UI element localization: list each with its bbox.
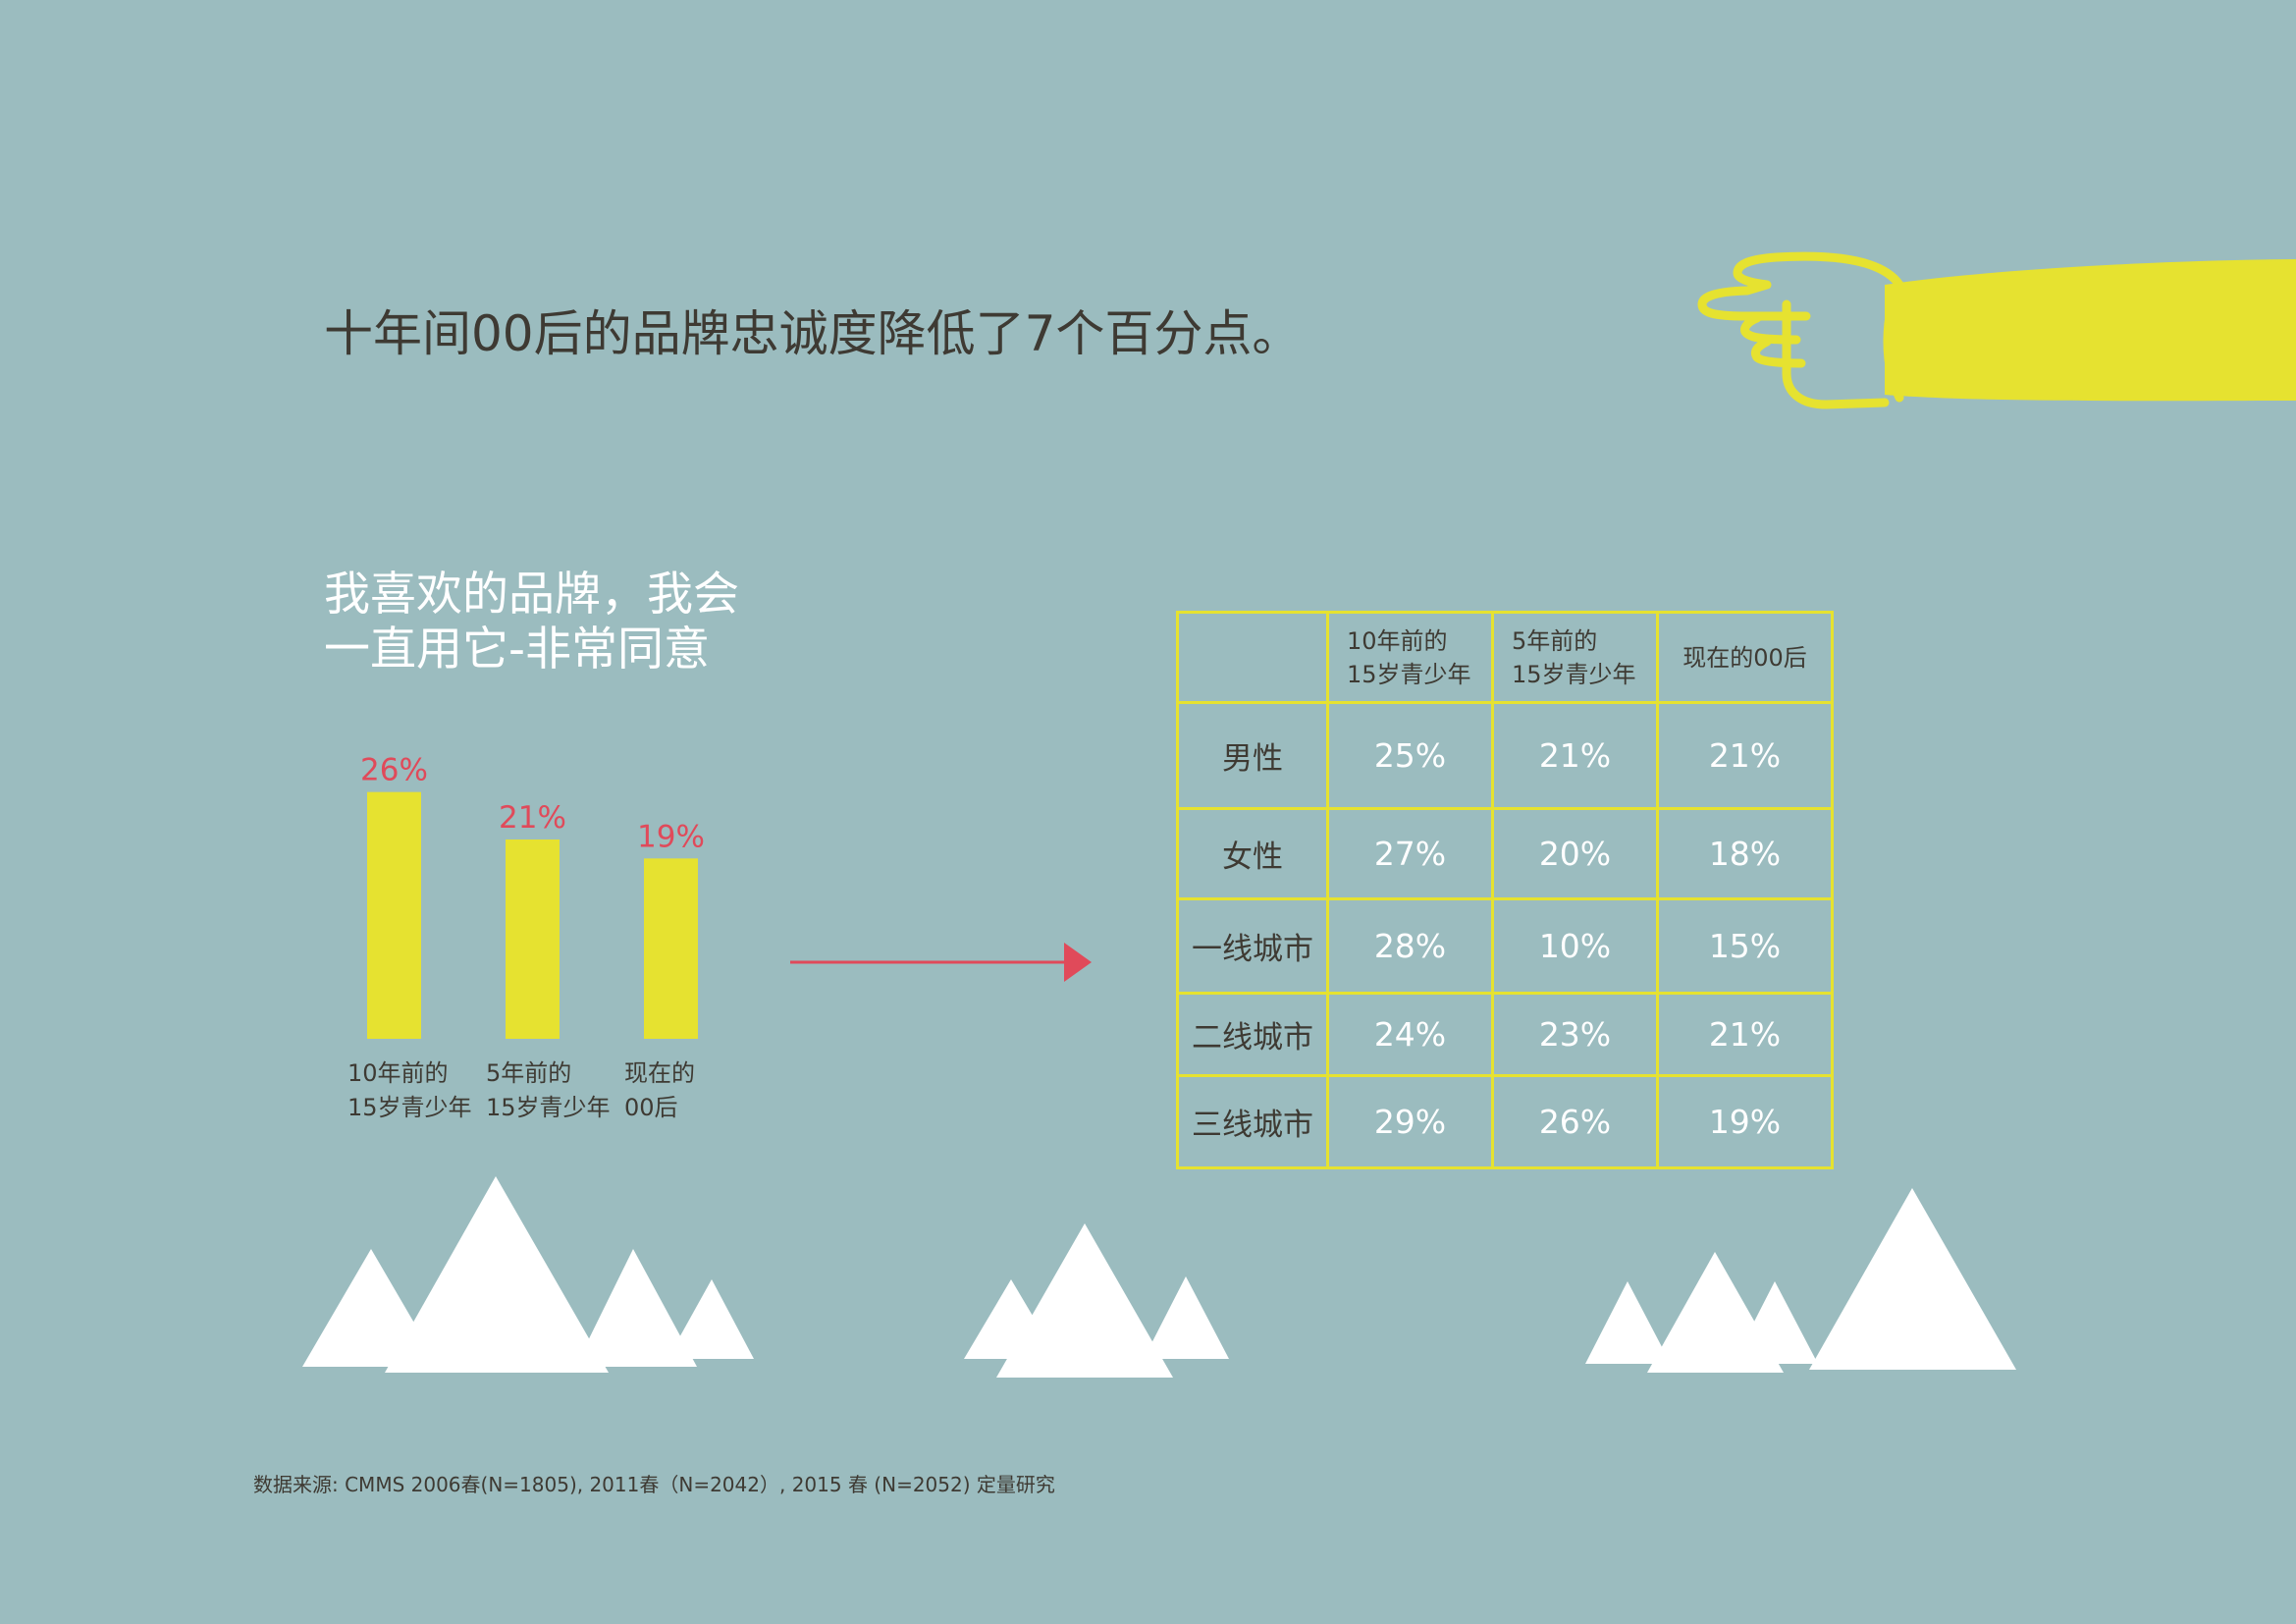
table-header-row: 10年前的 15岁青少年 5年前的 15岁青少年 现在的00后 xyxy=(1176,611,1834,704)
table-cell: 21% xyxy=(1656,701,1834,810)
table-cell: 23% xyxy=(1491,992,1659,1077)
table-row-label: 女性 xyxy=(1176,807,1329,900)
table-header-cell xyxy=(1176,611,1329,704)
bar-0 xyxy=(367,791,421,1039)
bar-1 xyxy=(506,839,560,1039)
bar-category-label: 10年前的 xyxy=(347,1059,449,1087)
bar-category-label: 5年前的 xyxy=(486,1059,571,1087)
table-row: 一线城市 28% 10% 15% xyxy=(1176,897,1834,995)
table-cell: 19% xyxy=(1656,1074,1834,1169)
bar-value-label: 19% xyxy=(637,819,705,854)
bar-value-label: 26% xyxy=(360,756,428,788)
table-row-label: 一线城市 xyxy=(1176,897,1329,995)
table-cell: 15% xyxy=(1656,897,1834,995)
table-cell: 29% xyxy=(1326,1074,1494,1169)
bar-category-label: 00后 xyxy=(624,1094,678,1121)
right-arrow-icon xyxy=(790,943,1092,982)
table-cell: 21% xyxy=(1656,992,1834,1077)
bar-category-label: 15岁青少年 xyxy=(347,1094,472,1121)
table-cell: 18% xyxy=(1656,807,1834,900)
table-header-cell: 5年前的 15岁青少年 xyxy=(1491,611,1659,704)
table-cell: 25% xyxy=(1326,701,1494,810)
mountains-icon xyxy=(302,1176,2016,1378)
source-note: 数据来源: CMMS 2006春(N=1805), 2011春（N=2042）,… xyxy=(253,1473,1055,1496)
chart-subtitle: 我喜欢的品牌，我会 一直用它-非常同意 xyxy=(324,568,739,677)
table-cell: 24% xyxy=(1326,992,1494,1077)
table-cell: 21% xyxy=(1491,701,1659,810)
table-row-label: 男性 xyxy=(1176,701,1329,810)
table-row: 女性 27% 20% 18% xyxy=(1176,807,1834,900)
table-header-cell: 10年前的 15岁青少年 xyxy=(1326,611,1494,704)
table-row: 三线城市 29% 26% 19% xyxy=(1176,1074,1834,1169)
table-cell: 27% xyxy=(1326,807,1494,900)
table-cell: 10% xyxy=(1491,897,1659,995)
subtitle-line-2: 一直用它-非常同意 xyxy=(324,623,710,677)
bar-category-label: 15岁青少年 xyxy=(486,1094,611,1121)
table-header-cell: 现在的00后 xyxy=(1656,611,1834,704)
table-row: 男性 25% 21% 21% xyxy=(1176,701,1834,810)
bar-2 xyxy=(644,858,698,1039)
subtitle-line-1: 我喜欢的品牌，我会 xyxy=(324,568,739,622)
table-cell: 26% xyxy=(1491,1074,1659,1169)
loyalty-data-table: 10年前的 15岁青少年 5年前的 15岁青少年 现在的00后 男性 25% 21% 21% 女性… xyxy=(1176,611,1834,1169)
bar-value-label: 21% xyxy=(499,800,566,836)
bar-category-label: 现在的 xyxy=(624,1059,695,1087)
table-row: 二线城市 24% 23% 21% xyxy=(1176,992,1834,1077)
page-title: 十年间00后的品牌忠诚度降低了7个百分点。 xyxy=(324,305,1302,362)
table-row-label: 二线城市 xyxy=(1176,992,1329,1077)
table-cell: 28% xyxy=(1326,897,1494,995)
table-cell: 20% xyxy=(1491,807,1659,900)
pointing-hand-icon xyxy=(1697,251,2296,409)
loyalty-bar-chart: 26% 10年前的 15岁青少年 21% 5年前的 15岁青少年 19% 现在的 00后 xyxy=(347,756,705,1121)
table-row-label: 三线城市 xyxy=(1176,1074,1329,1169)
